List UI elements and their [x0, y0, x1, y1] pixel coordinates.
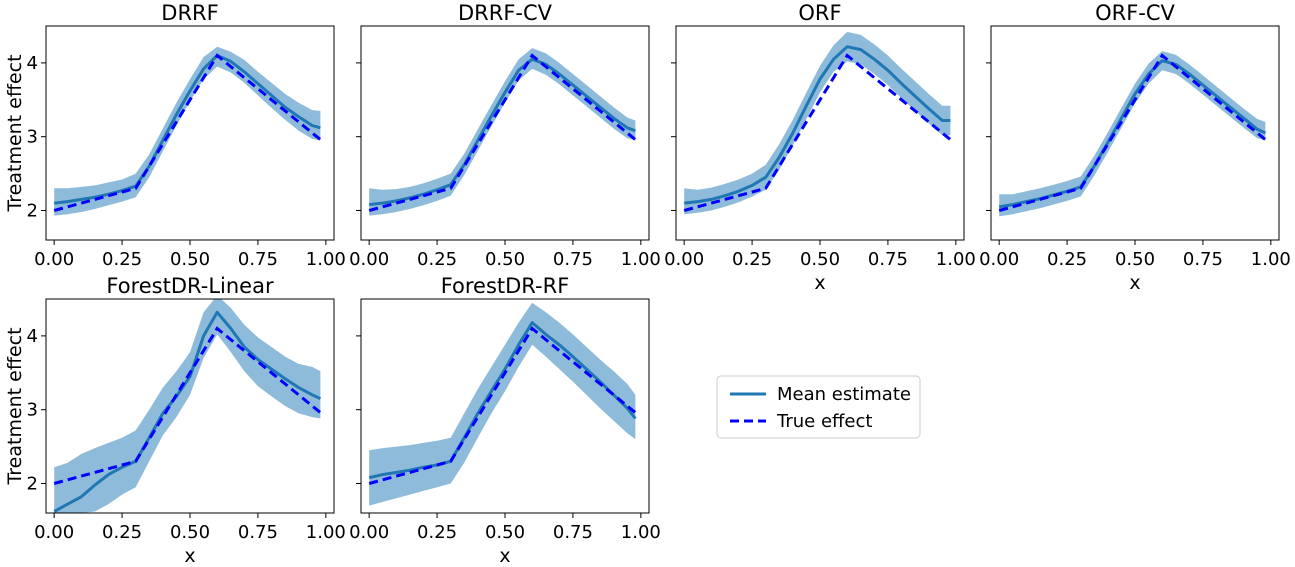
confidence-band [369, 48, 636, 216]
x-axis-label: x [184, 545, 195, 567]
x-axis-label: x [499, 545, 510, 567]
mean-estimate-line [684, 45, 951, 205]
x-tick-label: 0.75 [238, 522, 278, 543]
true-effect-line [368, 53, 637, 212]
x-tick-label: 1.00 [306, 249, 346, 270]
x-tick-label: 0.50 [485, 249, 525, 270]
subplot-title: ForestDR-Linear [106, 274, 274, 298]
x-tick-label: 0.00 [34, 249, 74, 270]
x-tick-label: 0.00 [349, 522, 389, 543]
x-tick-label: 0.25 [417, 522, 457, 543]
y-axis-label: Treatment effect [4, 327, 26, 485]
plot-area [53, 299, 322, 513]
legend-mean-label: Mean estimate [777, 384, 911, 405]
subplot-title: ForestDR-RF [441, 274, 570, 298]
subplot-5: 0.00 0.25 0.50 0.75 1.00 2 3 4 ForestDR-Linear x T… [4, 274, 346, 567]
confidence-band [999, 51, 1266, 217]
y-tick-label: 2 [27, 473, 38, 494]
plot-area [683, 31, 952, 215]
x-tick-label: 0.50 [800, 249, 840, 270]
x-tick-label: 0.25 [102, 249, 142, 270]
x-tick-label: 0.00 [34, 522, 74, 543]
x-tick-label: 0.00 [979, 249, 1019, 270]
y-tick-label: 4 [27, 326, 38, 347]
subplot-title: ORF [798, 1, 841, 25]
x-axis-label: x [1129, 272, 1140, 294]
mean-estimate-line [53, 310, 322, 513]
y-tick-label: 4 [27, 53, 38, 74]
x-axis-label: x [814, 272, 825, 294]
subplot-title: DRRF [161, 1, 218, 25]
true-effect-line [53, 326, 322, 485]
mean-estimate-line [54, 54, 321, 205]
x-tick-label: 0.75 [553, 249, 593, 270]
x-tick-label: 1.00 [306, 522, 346, 543]
subplot-title: DRRF-CV [458, 1, 553, 25]
confidence-band [54, 46, 321, 216]
confidence-band [369, 302, 636, 506]
x-tick-label: 0.00 [349, 249, 389, 270]
x-tick-label: 1.00 [936, 249, 976, 270]
subplot-grid: 0.00 0.25 0.50 0.75 1.00 2 3 4 DRRF Treatment eff… [4, 1, 1291, 567]
plot-area [368, 302, 637, 506]
legend-frame [716, 375, 921, 439]
x-tick-label: 0.00 [664, 249, 704, 270]
x-tick-label: 0.75 [553, 522, 593, 543]
true-effect-line [683, 53, 952, 212]
true-effect-line [368, 326, 637, 485]
plot-area [998, 51, 1267, 217]
x-tick-label: 1.00 [621, 522, 661, 543]
subplot-3: 0.00 0.25 0.50 0.75 1.00 ORF x [664, 1, 976, 294]
confidence-band [54, 299, 321, 513]
x-tick-label: 0.50 [170, 249, 210, 270]
legend-true-label: True effect [776, 411, 872, 432]
legend: Mean estimate True effect [716, 375, 921, 439]
x-tick-label: 1.00 [621, 249, 661, 270]
x-tick-label: 0.25 [417, 249, 457, 270]
subplot-4: 0.00 0.25 0.50 0.75 1.00 ORF-CV x [979, 1, 1291, 294]
mean-estimate-line [369, 57, 636, 207]
y-tick-label: 3 [27, 127, 38, 148]
x-tick-label: 0.75 [868, 249, 908, 270]
plot-area [368, 48, 637, 216]
mean-estimate-line [998, 59, 1267, 209]
subplot-title: ORF-CV [1095, 1, 1175, 25]
x-tick-label: 0.75 [1183, 249, 1223, 270]
plot-area [53, 46, 322, 216]
x-tick-label: 0.75 [238, 249, 278, 270]
subplot-2: 0.00 0.25 0.50 0.75 1.00 DRRF-CV [349, 1, 661, 270]
x-tick-label: 0.50 [1115, 249, 1155, 270]
x-tick-label: 0.25 [102, 522, 142, 543]
y-tick-label: 3 [27, 400, 38, 421]
x-tick-label: 1.00 [1251, 249, 1291, 270]
true-effect-line [998, 53, 1267, 212]
subplot-1: 0.00 0.25 0.50 0.75 1.00 2 3 4 DRRF Treatment eff… [4, 1, 346, 270]
true-effect-line [53, 53, 322, 212]
y-tick-label: 2 [27, 200, 38, 221]
mean-estimate-line [368, 321, 637, 480]
y-axis-label: Treatment effect [4, 54, 26, 212]
confidence-band [684, 31, 951, 215]
x-tick-label: 0.50 [170, 522, 210, 543]
x-tick-label: 0.50 [485, 522, 525, 543]
x-tick-label: 0.25 [732, 249, 772, 270]
subplot-6: 0.00 0.25 0.50 0.75 1.00 ForestDR-RF x [349, 274, 661, 567]
x-tick-label: 0.25 [1047, 249, 1087, 270]
